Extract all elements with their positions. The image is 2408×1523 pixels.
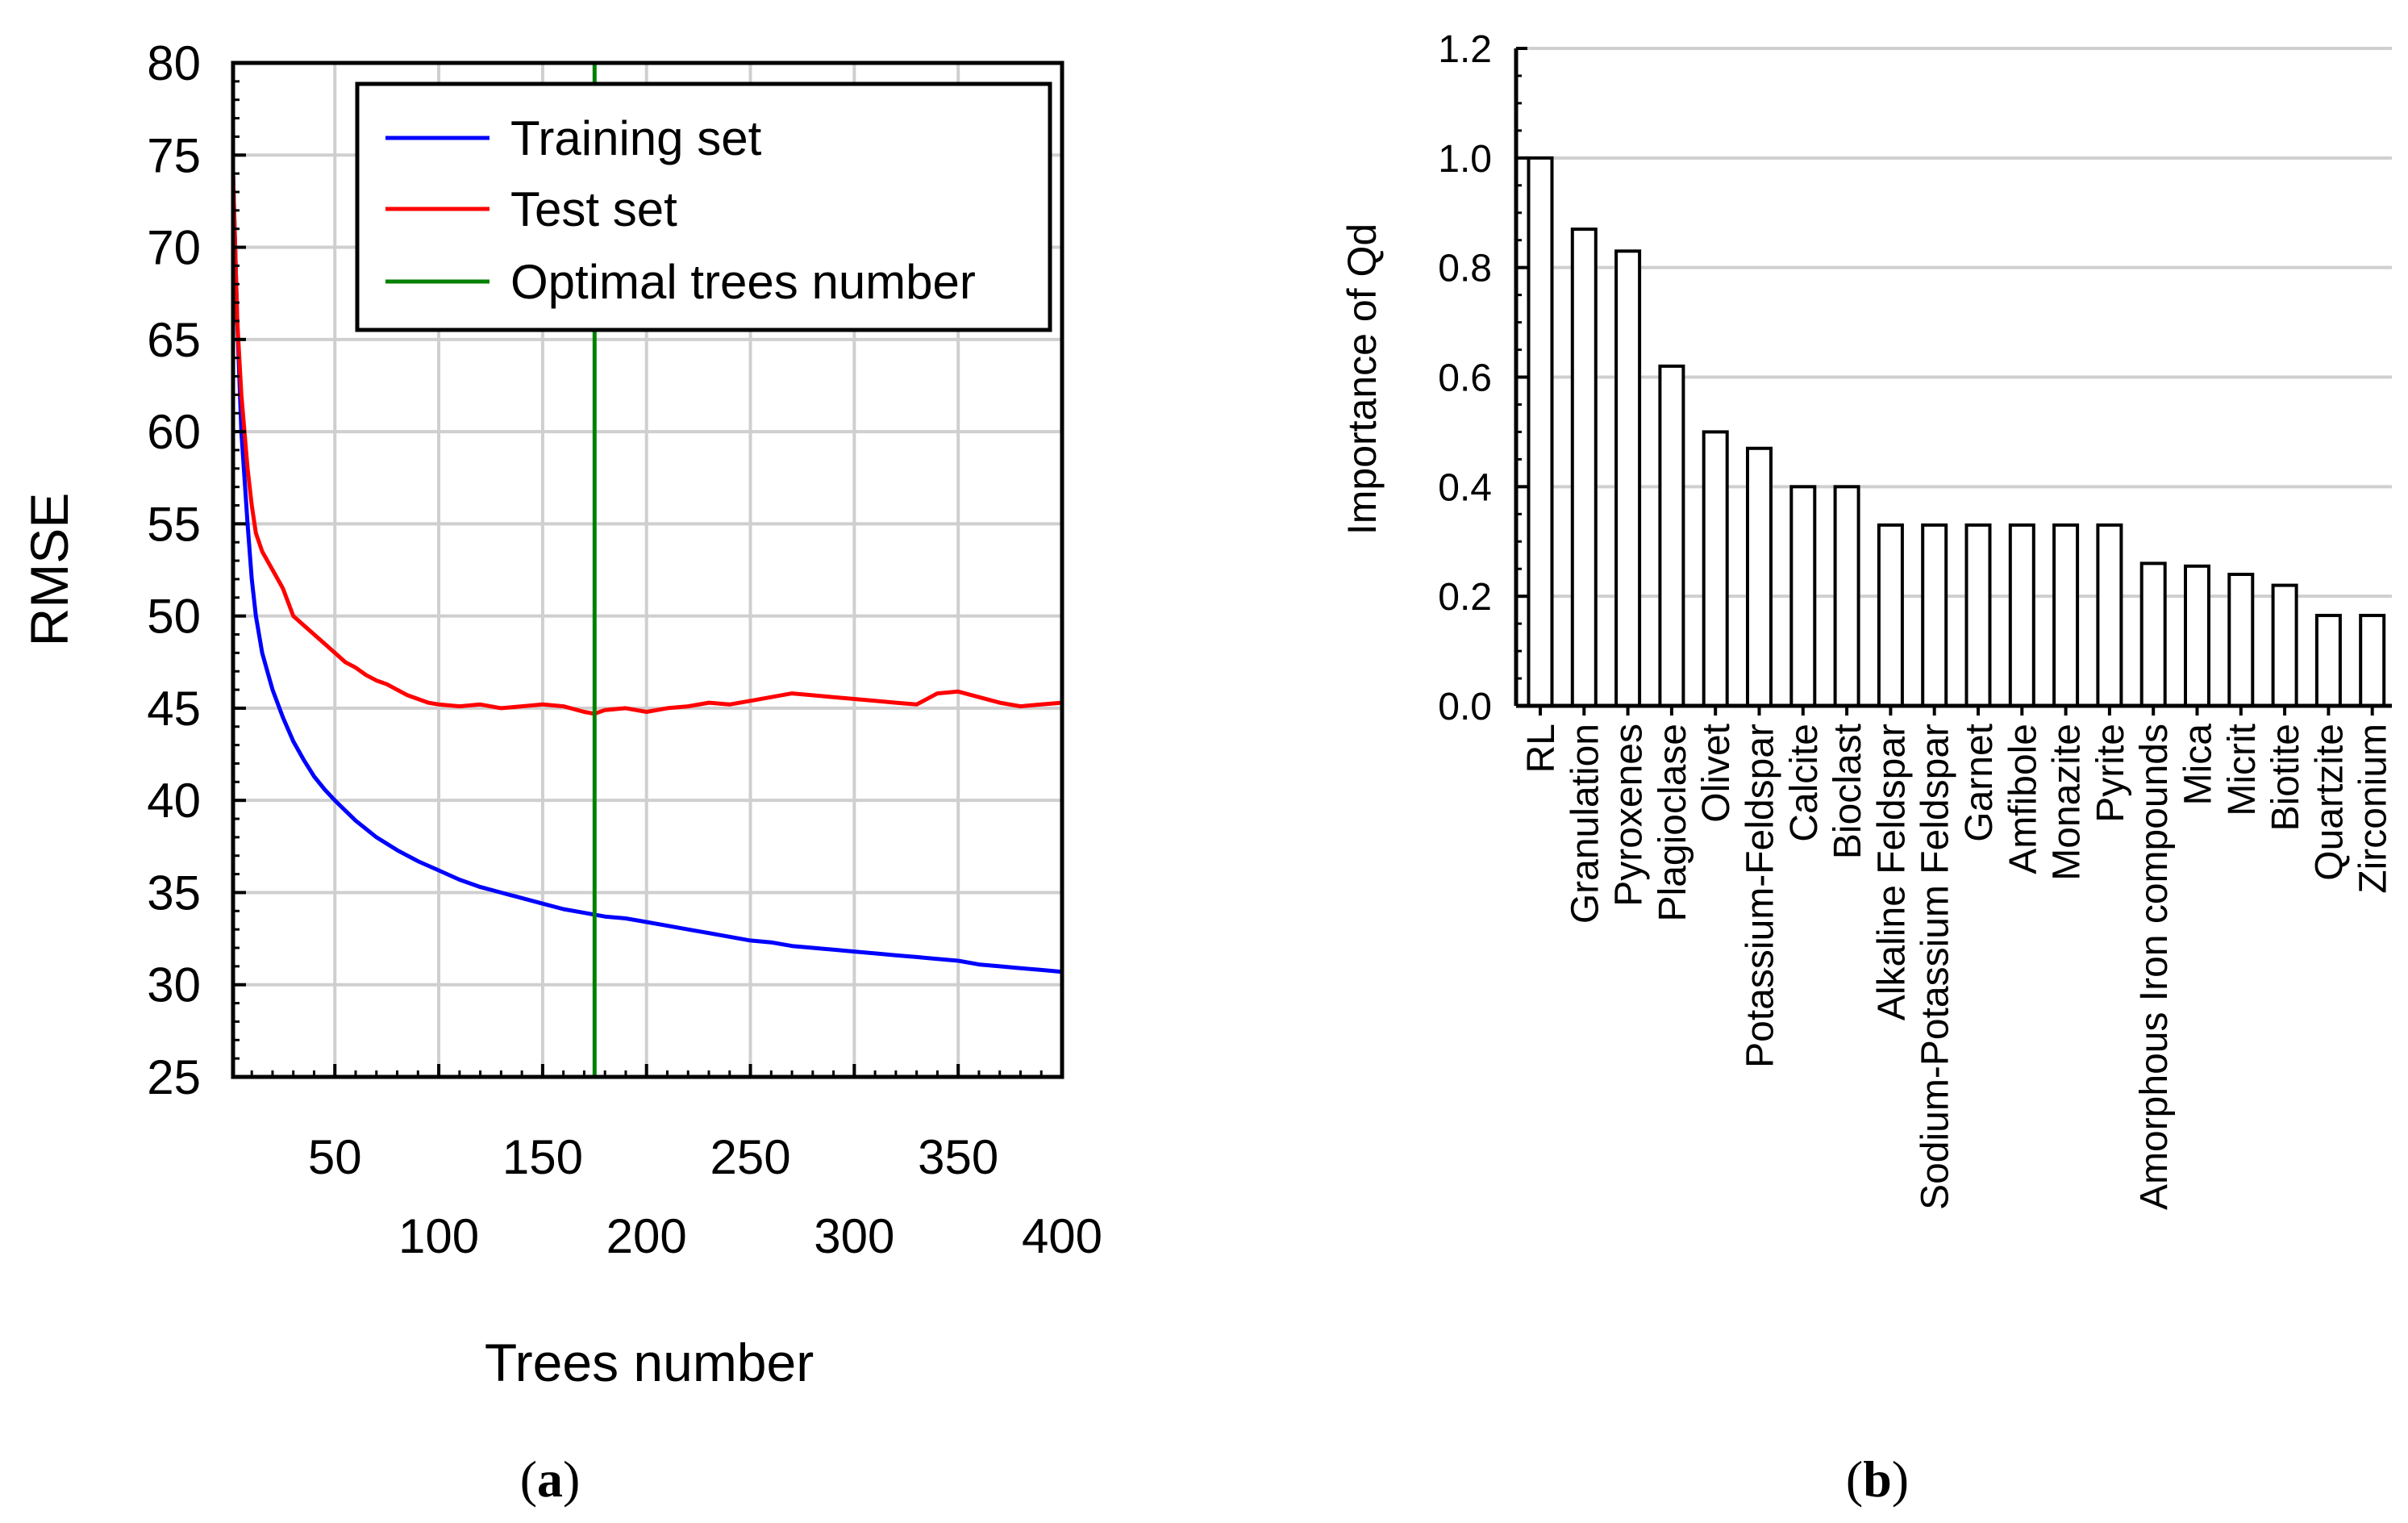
series-training-set-line [231, 173, 1063, 974]
panel-b-category-label: Mica [2177, 724, 2220, 806]
panel-b-category-label: Bioclast [1827, 724, 1869, 859]
panel-b-ytick-label: 1.2 [1438, 28, 1492, 71]
panel-a-ytick-label: 75 [147, 128, 201, 182]
panel-b-category-label: Pyrite [2089, 724, 2132, 823]
panel-a-xtick-label: 400 [1022, 1209, 1102, 1263]
panel-b-ytick-label: 0.6 [1438, 357, 1492, 400]
bar-alkaline-feldspar [1877, 523, 1904, 707]
panel-a-ytick-label: 65 [147, 313, 201, 367]
panel-b-category-label: Biotite [2264, 724, 2307, 831]
panel-a-x-axis-title: Trees number [485, 1333, 814, 1392]
panel-b-category-label: RL [1520, 724, 1563, 773]
panel-b-bars [1527, 156, 2386, 708]
panel-b-category-label: Plagioclase [1652, 724, 1694, 921]
panel-a-xtick-label: 200 [606, 1209, 687, 1263]
panel-a-ytick-label: 80 [147, 36, 201, 90]
panel-b-category-label: Micrit [2221, 724, 2264, 816]
panel-b-category-label: Amfibole [2002, 724, 2044, 874]
panel-b-bar-chart: 0.0 0.2 0.4 0.6 0.8 1.0 1.2 RL Granulation Pyroxe… [1339, 28, 2395, 1508]
panel-a-xtick-label: 250 [710, 1130, 790, 1184]
panel-b-category-label: Alkaline Feldspar [1870, 724, 1913, 1020]
panel-b-ticks: 0.0 0.2 0.4 0.6 0.8 1.0 1.2 RL Granulation Pyroxe… [1438, 28, 2394, 1210]
bar-granulation [1570, 227, 1598, 707]
panel-b-label: (b) [1846, 1450, 1909, 1508]
bar-mica [2184, 564, 2210, 707]
panel-b-y-axis-title: Importance of Qd [1339, 223, 1385, 535]
panel-b-category-label: Garnet [1958, 724, 2001, 842]
bar-micrit [2227, 573, 2255, 707]
panel-a-label: (a) [520, 1450, 581, 1508]
panel-a-legend: Training set Test set Optimal trees numb… [355, 81, 1052, 332]
bar-zirconium [2359, 613, 2386, 707]
panel-a-ytick-label: 40 [147, 774, 201, 828]
panel-b-ytick-label: 0.2 [1438, 576, 1492, 619]
panel-a-line-chart: 25 30 35 40 45 50 55 60 65 70 75 80 50 150 250 350 100 20… [19, 36, 1102, 1508]
panel-a-ytick-label: 60 [147, 405, 201, 459]
panel-a-ytick-label: 50 [147, 590, 201, 644]
panel-b-ytick-label: 0.0 [1438, 686, 1492, 728]
panel-a-ytick-label: 35 [147, 866, 201, 920]
panel-b-ytick-label: 0.4 [1438, 466, 1492, 509]
panel-b-category-label: Sodium-Potassium Feldspar [1914, 724, 1957, 1210]
panel-a-xtick-label: 50 [308, 1130, 362, 1184]
panel-a-ytick-label: 55 [147, 497, 201, 551]
legend-label-test-set: Test set [510, 182, 677, 236]
legend-label-optimal-trees: Optimal trees number [510, 255, 976, 309]
series-test-set-line [231, 173, 1063, 716]
panel-a-xtick-label: 100 [398, 1209, 479, 1263]
panel-b-category-label: Olivet [1695, 724, 1738, 823]
panel-b-category-label: Potassium-Feldspar [1739, 724, 1782, 1068]
panel-b-category-label: Zirconium [2352, 724, 2395, 894]
panel-a-xtick-label: 150 [502, 1130, 583, 1184]
panel-a-ticks: 25 30 35 40 45 50 55 60 65 70 75 80 50 150 250 350 100 20… [147, 36, 1102, 1263]
bar-pyrite [2096, 523, 2123, 707]
panel-b-ytick-label: 0.8 [1438, 248, 1492, 290]
panel-a-xtick-label: 300 [814, 1209, 894, 1263]
panel-a-xtick-label: 350 [918, 1130, 998, 1184]
panel-b-category-label: Pyroxenes [1608, 724, 1651, 907]
bar-amorphous-iron-compounds [2139, 561, 2167, 708]
legend-label-training-set: Training set [510, 111, 762, 165]
panel-a-y-axis-title: RMSE [19, 493, 79, 647]
panel-b-ytick-label: 1.0 [1438, 138, 1492, 181]
panel-b-category-label: Calcite [1783, 724, 1826, 842]
bar-rl [1527, 156, 1554, 708]
bar-bioclast [1833, 485, 1860, 707]
panel-a-ytick-label: 45 [147, 682, 201, 736]
bar-garnet [1964, 523, 1992, 707]
bar-plagioclase [1658, 364, 1685, 707]
bar-monazite [2052, 523, 2080, 707]
panel-b-category-label: Amorphous Iron compounds [2133, 724, 2176, 1210]
bar-biotite [2271, 583, 2298, 707]
bar-quartzite [2314, 613, 2342, 707]
panel-a-ytick-label: 70 [147, 221, 201, 275]
bar-amfibole [2008, 523, 2035, 707]
panel-b-category-label: Quartzite [2308, 724, 2351, 881]
bar-calcite [1789, 485, 1817, 707]
panel-a-ytick-label: 25 [147, 1050, 201, 1104]
bar-olivet [1702, 430, 1729, 708]
bar-pyroxenes [1614, 249, 1642, 707]
panel-b-category-label: Granulation [1564, 724, 1606, 924]
bar-sodium-potassium-feldspar [1921, 523, 1948, 707]
panel-b-gridlines [1516, 47, 2392, 599]
bar-potassium-feldspar [1746, 446, 1773, 708]
panel-a-ytick-label: 30 [147, 958, 201, 1012]
panel-b-category-label: Monazite [2046, 724, 2089, 881]
